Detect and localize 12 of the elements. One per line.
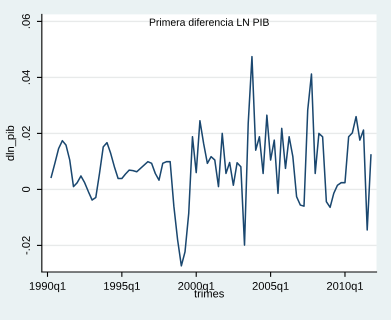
chart-title: Primera diferencia LN PIB [150, 18, 269, 26]
x-tick-label: 2010q1 [326, 282, 363, 292]
y-tick-label: -.02 [22, 236, 30, 254]
y-tick-label: 0 [22, 186, 30, 192]
y-tick-label: .02 [22, 126, 30, 140]
x-tick-label: 1990q1 [30, 282, 66, 292]
x-tick-label: 1995q1 [104, 282, 140, 292]
y-tick-label: .04 [22, 70, 30, 84]
y-tick-label: .06 [22, 14, 30, 28]
line-series [50, 56, 372, 267]
y-axis-title: dln_pib [6, 126, 16, 161]
x-tick-label: 2005q1 [252, 282, 289, 292]
